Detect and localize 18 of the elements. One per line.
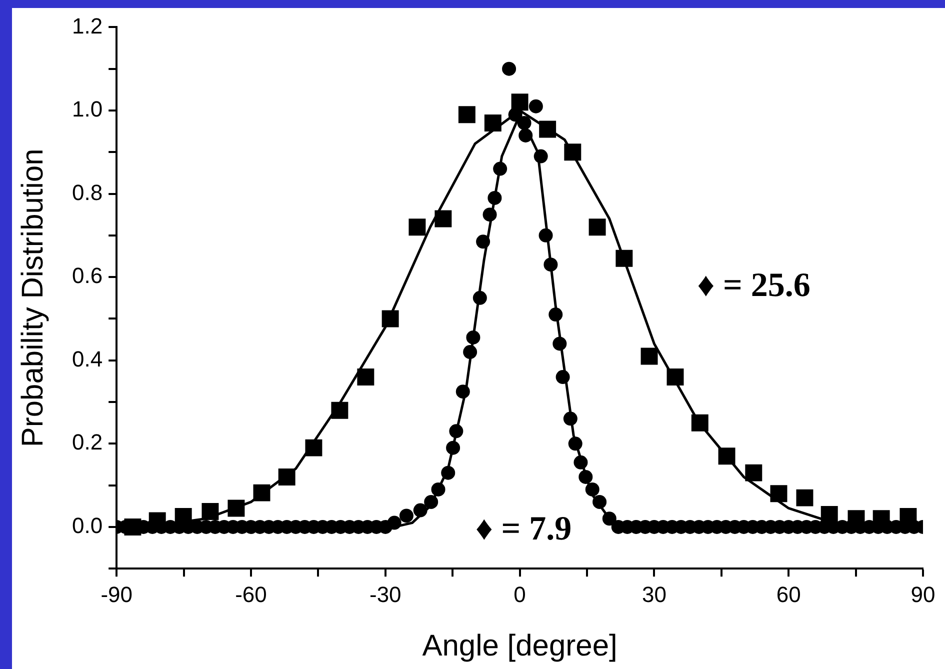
x-tick-label: -90: [100, 582, 132, 607]
x-tick-label: 0: [514, 582, 526, 607]
y-tick-label: 1.2: [72, 13, 103, 38]
annotation: ♦ = 25.6: [697, 266, 810, 304]
x-axis-title: Angle [degree]: [422, 629, 618, 662]
y-tick-label: 0.6: [72, 263, 103, 288]
y-tick-label: 0.2: [72, 430, 103, 455]
y-tick-label: 1.0: [72, 96, 103, 122]
annotation: ♦ = 7.9: [475, 510, 572, 548]
x-tick-label: 90: [910, 582, 936, 607]
y-tick-label: 0.0: [72, 513, 103, 538]
y-axis-title: Probability Distribution: [16, 148, 50, 448]
y-tick-label: 0.4: [72, 346, 103, 372]
x-tick-label: -60: [235, 582, 267, 607]
x-tick-label: -30: [369, 582, 402, 607]
x-tick-label: 60: [776, 582, 801, 607]
y-tick-label: 0.8: [72, 180, 103, 205]
x-tick-label: 30: [642, 582, 666, 607]
